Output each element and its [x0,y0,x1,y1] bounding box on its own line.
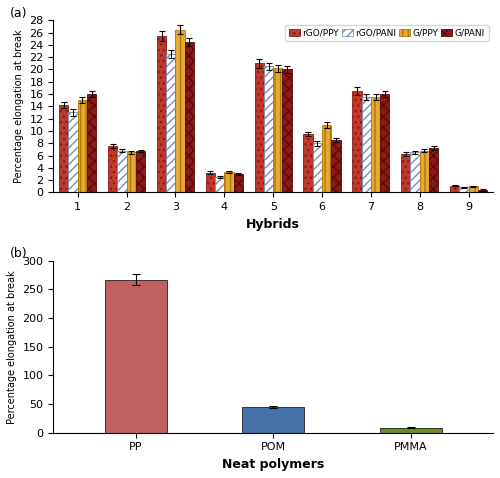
Bar [429,148,438,192]
Text: (b): (b) [10,247,27,260]
Bar [105,280,166,433]
Bar [166,54,175,192]
Bar [380,94,390,192]
Bar [78,100,87,192]
Bar [176,30,185,192]
Bar [136,151,145,192]
Bar [352,91,362,192]
Bar [304,134,313,192]
Bar [224,172,234,192]
Bar [450,185,460,192]
Bar [420,151,429,192]
Bar [264,66,273,192]
Bar [108,146,118,192]
Bar [322,125,332,192]
X-axis label: Neat polymers: Neat polymers [222,458,324,471]
Legend: rGO/PPY, rGO/PANI, G/PPY, G/PANI: rGO/PPY, rGO/PANI, G/PPY, G/PANI [286,25,488,41]
Bar [157,36,166,192]
Bar [401,154,410,192]
Bar [468,186,478,192]
Bar [273,68,282,192]
Bar [87,94,97,192]
Bar [206,173,215,192]
Y-axis label: Percentage elongation at break: Percentage elongation at break [14,30,24,183]
X-axis label: Hybrids: Hybrids [246,217,300,231]
Bar [118,151,126,192]
Bar [254,63,264,192]
Bar [410,152,420,192]
Bar [234,174,243,192]
Bar [332,140,340,192]
Bar [313,143,322,192]
Bar [185,42,194,192]
Bar [59,105,69,192]
Y-axis label: Percentage elongation at break: Percentage elongation at break [7,270,17,424]
Bar [282,69,292,192]
Bar [68,112,78,192]
Bar [478,190,487,192]
Bar [380,428,442,433]
Bar [126,152,136,192]
Bar [215,177,224,192]
Bar [242,407,304,433]
Text: (a): (a) [10,7,27,20]
Bar [362,97,371,192]
Bar [371,97,380,192]
Bar [460,187,468,192]
